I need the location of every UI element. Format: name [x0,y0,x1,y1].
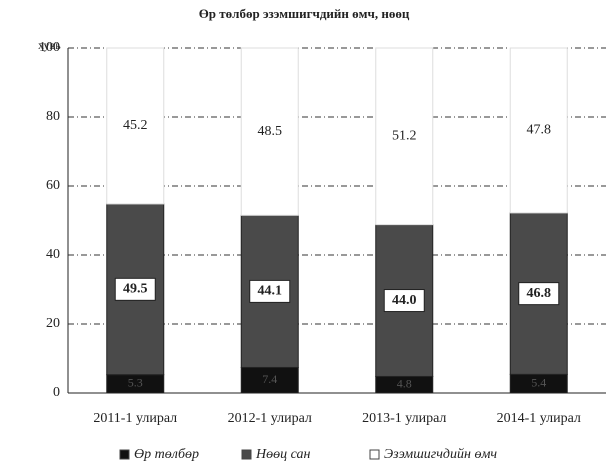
label-box [518,282,560,306]
data-label: 44.1 [258,284,283,299]
chart-title: Өр төлбөр эзэмшигчдийн өмч, нөөц [199,6,410,21]
y-tick-label: 60 [46,178,60,193]
y-tick-label: 100 [39,40,60,55]
label-box [383,289,425,313]
bar-segment [240,47,299,216]
data-label: 5.3 [128,376,143,390]
data-label: 45.2 [123,118,148,133]
legend-swatch [119,449,130,460]
data-label: 4.8 [397,376,412,390]
x-tick-label: 2011-1 улирал [93,411,177,426]
y-tick-label: 40 [46,247,60,262]
legend-swatch [241,449,252,460]
label-box [114,277,156,301]
x-tick-label: 2013-1 улирал [362,411,446,426]
x-tick-label: 2014-1 улирал [497,411,581,426]
data-label: 44.0 [392,293,417,308]
y-tick-label: 0 [53,385,60,400]
data-label: 51.2 [392,129,417,144]
data-label: 49.5 [123,282,148,297]
x-tick-label: 2012-1 улирал [228,411,312,426]
y-tick-label: 20 [46,316,60,331]
data-label: 5.4 [531,375,546,389]
y-axis-label: хувь [38,38,61,52]
bar-segment [106,47,165,205]
label-box [249,279,291,303]
bar-segment [509,47,568,214]
legend-label: Эзэмшигчдийн өмч [384,447,497,462]
y-tick-label: 80 [46,109,60,124]
data-label: 47.8 [527,123,552,138]
legend-swatch [369,449,380,460]
data-label: 46.8 [527,286,552,301]
data-label: 7.4 [262,372,277,386]
legend-label: Нөөц сан [255,447,310,462]
bar-segment [375,47,434,226]
legend-label: Өр төлбөр [134,447,199,462]
data-label: 48.5 [258,124,283,139]
